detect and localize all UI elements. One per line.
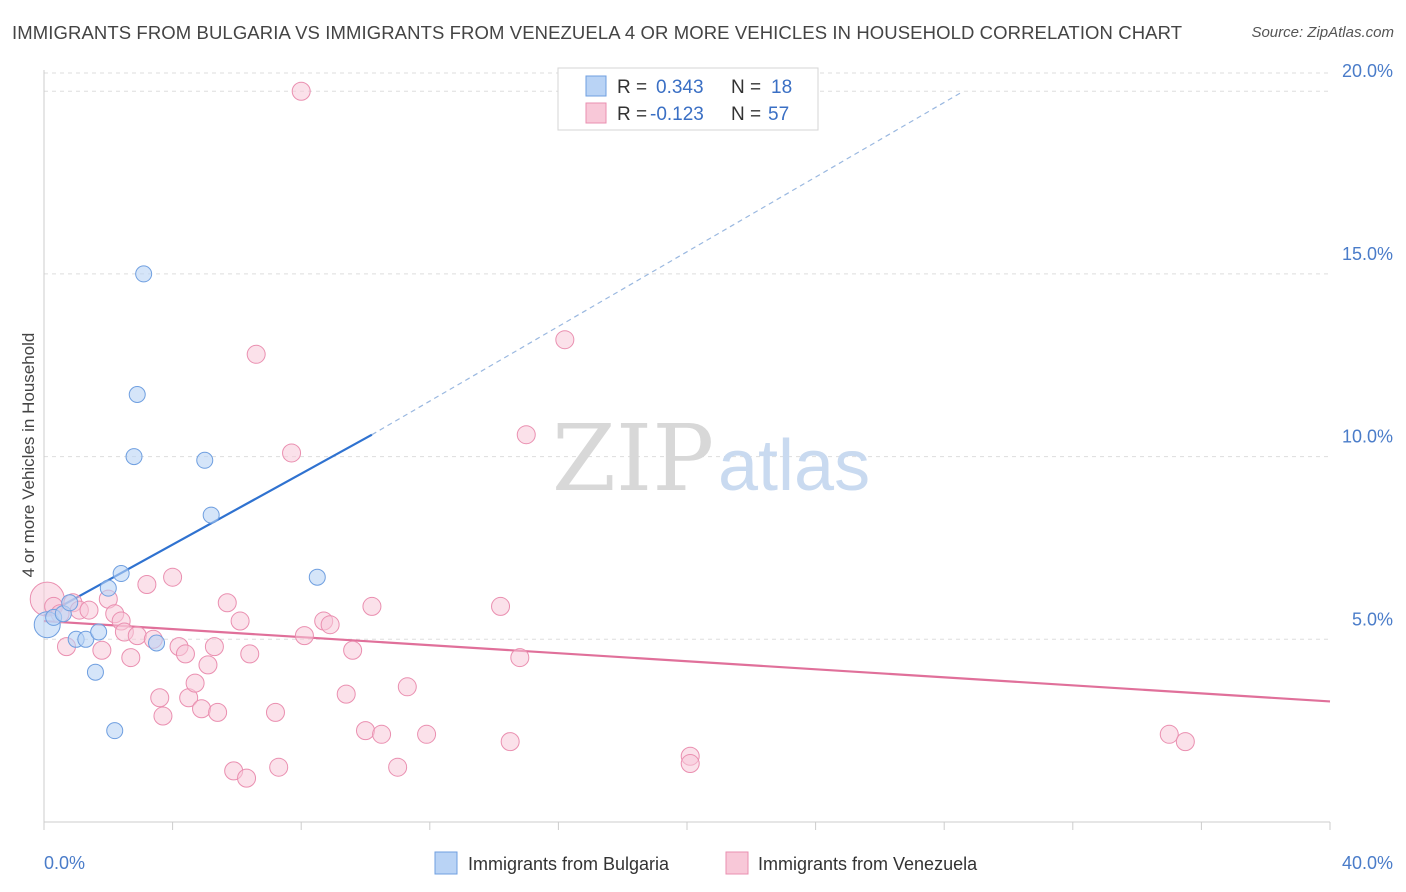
point-bulgaria — [112, 565, 130, 583]
point-bulgaria — [128, 386, 146, 403]
point-venezuela — [137, 575, 157, 594]
point-venezuela — [127, 626, 147, 646]
point-venezuela — [153, 706, 173, 726]
point-bulgaria — [99, 579, 117, 597]
point-venezuela — [246, 344, 266, 364]
y-tick-label: 15.0% — [1342, 244, 1393, 264]
x-tick-label: 40.0% — [1342, 853, 1393, 873]
point-venezuela — [175, 644, 195, 664]
point-venezuela — [417, 724, 437, 744]
series-legend-label-venezuela: Immigrants from Venezuela — [758, 854, 978, 874]
data-points — [29, 81, 1195, 788]
chart-source: Source: ZipAtlas.com — [1251, 24, 1394, 41]
point-venezuela — [192, 699, 212, 719]
point-venezuela — [343, 640, 363, 660]
point-bulgaria — [77, 630, 95, 648]
chart-title: IMMIGRANTS FROM BULGARIA VS IMMIGRANTS F… — [12, 22, 1183, 43]
point-venezuela — [397, 677, 417, 697]
point-venezuela — [516, 425, 536, 445]
legend-n-label-bulgaria: N = — [731, 77, 761, 98]
point-venezuela — [388, 757, 408, 777]
point-venezuela — [269, 757, 289, 777]
point-venezuela — [500, 732, 520, 752]
point-bulgaria — [308, 568, 326, 586]
point-bulgaria — [90, 623, 108, 641]
point-venezuela — [1175, 732, 1195, 752]
point-bulgaria — [106, 722, 124, 740]
point-venezuela — [294, 626, 314, 646]
watermark-atlas: atlas — [718, 426, 870, 506]
point-bulgaria — [196, 451, 214, 469]
legend-swatch-venezuela — [585, 102, 607, 124]
trend-lines — [43, 90, 1331, 703]
stats-legend: R = 0.343 N = 18 R = -0.123 N = 57 — [557, 67, 819, 131]
point-bulgaria — [86, 663, 104, 681]
legend-r-value-bulgaria: 0.343 — [656, 77, 704, 98]
trend-line-venezuela — [43, 619, 1331, 703]
point-venezuela — [265, 702, 285, 722]
legend-swatch-bulgaria — [585, 75, 607, 97]
point-venezuela — [320, 615, 340, 635]
legend-r-value-venezuela: -0.123 — [650, 104, 704, 125]
point-venezuela — [336, 684, 356, 704]
legend-n-value-bulgaria: 18 — [771, 77, 792, 98]
point-venezuela — [362, 596, 382, 616]
y-tick-label: 20.0% — [1342, 61, 1393, 81]
point-venezuela — [230, 611, 250, 631]
point-bulgaria — [61, 594, 79, 612]
point-bulgaria — [148, 634, 166, 652]
series-legend-label-bulgaria: Immigrants from Bulgaria — [468, 854, 670, 874]
legend-n-label-venezuela: N = — [731, 104, 761, 125]
point-venezuela — [356, 721, 375, 741]
x-tick-label: 0.0% — [44, 853, 85, 873]
trend-line-bulgaria — [43, 433, 373, 617]
point-bulgaria — [135, 265, 153, 283]
point-venezuela — [163, 567, 183, 587]
point-venezuela — [79, 600, 99, 620]
point-venezuela — [491, 596, 511, 616]
point-venezuela — [208, 702, 228, 722]
y-axis-label: 4 or more Vehicles in Household — [19, 333, 38, 578]
trend-line-bulgaria-extension — [371, 90, 964, 436]
point-bulgaria — [125, 448, 143, 466]
point-venezuela — [237, 768, 257, 788]
point-venezuela — [185, 673, 205, 693]
point-venezuela — [291, 81, 311, 101]
watermark-zip: ZIP — [552, 405, 714, 512]
point-venezuela — [240, 644, 260, 664]
legend-r-label-venezuela: R = — [617, 104, 647, 125]
gridlines — [44, 72, 1330, 640]
point-venezuela — [121, 648, 141, 668]
y-tick-label: 10.0% — [1342, 427, 1393, 447]
legend-r-label-bulgaria: R = — [617, 77, 647, 98]
y-tick-label: 5.0% — [1352, 609, 1393, 629]
point-venezuela — [92, 640, 112, 660]
series-legend: Immigrants from Bulgaria Immigrants from… — [434, 851, 978, 875]
point-venezuela — [680, 754, 700, 774]
point-bulgaria — [202, 506, 220, 524]
axes — [43, 70, 1331, 830]
tick-labels: 5.0% 10.0% 15.0% 20.0% 0.0% 40.0% — [44, 61, 1393, 873]
legend-n-value-venezuela: 57 — [768, 104, 789, 125]
point-venezuela — [204, 637, 224, 657]
series-legend-swatch-bulgaria — [434, 851, 458, 875]
point-venezuela — [1159, 724, 1179, 744]
watermark: ZIP atlas — [552, 405, 870, 512]
point-venezuela — [150, 688, 170, 708]
point-venezuela — [372, 724, 392, 744]
point-venezuela — [282, 443, 302, 463]
series-legend-swatch-venezuela — [725, 851, 749, 875]
point-venezuela — [555, 330, 575, 350]
point-venezuela — [217, 593, 237, 613]
point-venezuela — [198, 655, 218, 675]
point-venezuela — [510, 648, 530, 668]
